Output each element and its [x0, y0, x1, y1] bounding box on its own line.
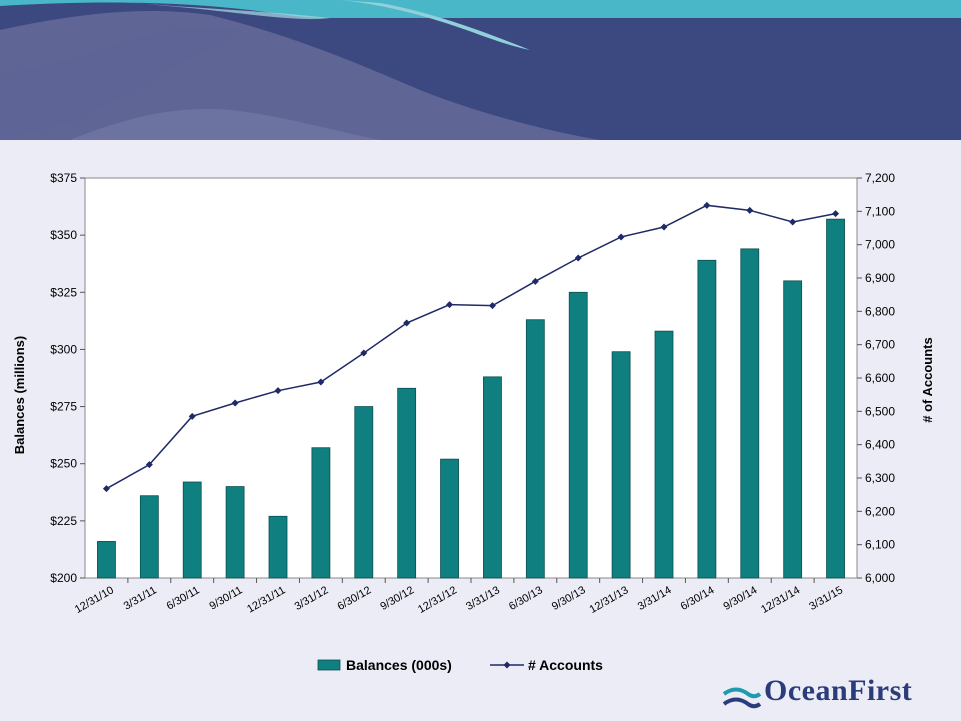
bar — [826, 218, 845, 579]
bar — [397, 387, 417, 579]
y-tick-label: $325 — [50, 285, 77, 299]
y2-tick-label: 6,400 — [865, 438, 895, 452]
y-axis-title: Balances (millions) — [12, 336, 27, 454]
accounts-point — [317, 378, 325, 386]
y2-tick-label: 6,800 — [865, 304, 895, 318]
y-tick-label: $250 — [50, 457, 77, 471]
x-tick-label: 3/31/14 — [636, 584, 674, 613]
oceanfirst-logo: OceanFirst — [722, 672, 952, 717]
x-tick-label: 6/30/12 — [335, 584, 373, 613]
bar — [654, 330, 674, 579]
x-tick-label: 9/30/13 — [550, 584, 588, 613]
banner-light-wave-top — [100, 0, 330, 20]
x-tick-label: 9/30/14 — [721, 584, 759, 613]
y-tick-label: $225 — [50, 514, 77, 528]
accounts-point — [531, 277, 539, 285]
accounts-point — [274, 387, 282, 395]
accounts-point — [188, 412, 196, 420]
x-tick-label: 6/30/11 — [165, 584, 202, 612]
y2-tick-label: 6,000 — [865, 571, 895, 585]
y2-tick-label: 6,600 — [865, 371, 895, 385]
accounts-point — [789, 218, 797, 226]
accounts-point — [832, 210, 840, 218]
y2-tick-label: 6,700 — [865, 338, 895, 352]
y2-tick-label: 7,200 — [865, 171, 895, 185]
bar — [697, 259, 717, 579]
bar — [783, 280, 803, 579]
y2-tick-label: 7,000 — [865, 238, 895, 252]
bar — [483, 376, 502, 579]
accounts-point — [102, 485, 110, 493]
accounts-point — [574, 254, 582, 262]
y-tick-label: $300 — [50, 342, 77, 356]
balances-accounts-chart: $200 $225 $250 $275 $300 $325 $350 $375 6,000 6,1… — [12, 171, 935, 673]
x-tick-label: 3/31/11 — [122, 584, 159, 612]
bar — [611, 351, 631, 579]
legend-line-label: # Accounts — [528, 657, 603, 673]
bar — [225, 486, 245, 579]
y-tick-label: $350 — [50, 228, 77, 242]
banner-teal-stripe — [0, 0, 961, 18]
x-tick-label: 12/31/12 — [416, 584, 459, 616]
bar — [740, 248, 760, 579]
accounts-point — [660, 223, 668, 231]
banner-teal-wave — [340, 0, 530, 50]
accounts-point — [703, 201, 711, 209]
bar — [182, 481, 202, 579]
x-tick-label: 3/31/15 — [807, 584, 845, 613]
y2-tick-label: 6,300 — [865, 471, 895, 485]
x-tick-label: 6/30/14 — [679, 584, 717, 613]
y-tick-label: $200 — [50, 571, 77, 585]
y2-tick-label: 6,500 — [865, 404, 895, 418]
bar — [268, 515, 288, 579]
wave-logo-icon — [722, 687, 762, 709]
bar — [440, 458, 459, 579]
bar — [354, 406, 374, 579]
accounts-point — [446, 301, 454, 309]
logo-wordmark: OceanFirst — [764, 674, 913, 707]
bar — [97, 541, 116, 579]
accounts-point — [746, 206, 754, 214]
legend-line-marker — [503, 661, 511, 669]
accounts-point — [617, 233, 625, 241]
y2-tick-label: 7,100 — [865, 204, 895, 218]
y-tick-label: $375 — [50, 171, 77, 185]
x-tick-label: 9/30/12 — [378, 584, 416, 613]
accounts-point — [360, 349, 368, 357]
accounts-point — [145, 461, 153, 469]
y2-tick-label: 6,200 — [865, 504, 895, 518]
legend-bar-swatch — [317, 659, 341, 671]
accounts-point — [231, 399, 239, 407]
x-tick-label: 3/31/13 — [464, 584, 502, 613]
x-tick-label: 3/31/12 — [293, 584, 331, 613]
y2-tick-label: 6,100 — [865, 538, 895, 552]
x-tick-label: 12/31/14 — [759, 584, 802, 616]
legend-bar-label: Balances (000s) — [346, 657, 452, 673]
x-tick-label: 9/30/11 — [208, 584, 245, 612]
banner-wave-mid — [70, 109, 380, 140]
bar — [525, 319, 545, 579]
x-tick-label: 12/31/13 — [588, 584, 631, 616]
accounts-point — [488, 302, 496, 310]
y2-tick-label: 6,900 — [865, 271, 895, 285]
bar — [311, 447, 331, 579]
y2-axis-title: # of Accounts — [920, 337, 935, 422]
x-tick-label: 12/31/11 — [245, 584, 287, 615]
banner-wave-left — [0, 27, 240, 140]
accounts-point — [403, 319, 411, 327]
bar — [139, 495, 159, 579]
header-banner — [0, 0, 961, 140]
accounts-line — [106, 204, 836, 490]
bar — [568, 291, 588, 579]
x-tick-label: 12/31/10 — [73, 584, 116, 616]
x-tick-label: 6/30/13 — [507, 584, 545, 613]
y-tick-label: $275 — [50, 400, 77, 414]
